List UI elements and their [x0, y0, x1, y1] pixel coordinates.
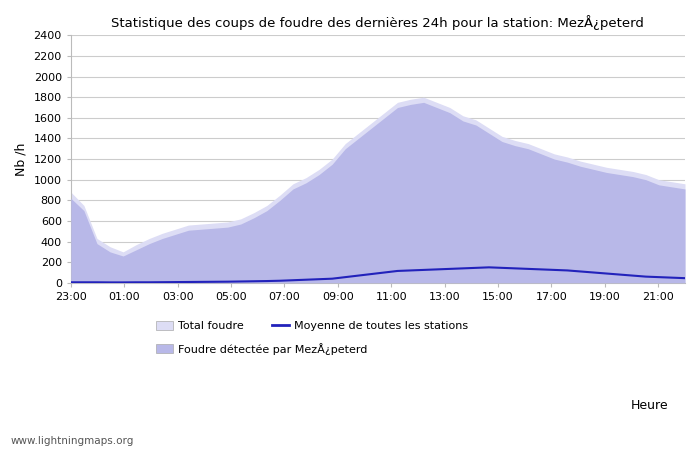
Title: Statistique des coups de foudre des dernières 24h pour la station: MezÅ¿peterd: Statistique des coups de foudre des dern…: [111, 15, 645, 30]
Y-axis label: Nb /h: Nb /h: [15, 142, 28, 176]
Text: www.lightningmaps.org: www.lightningmaps.org: [10, 436, 134, 446]
Text: Heure: Heure: [631, 399, 668, 412]
Legend: Foudre détectée par MezÅ¿peterd: Foudre détectée par MezÅ¿peterd: [156, 343, 368, 355]
